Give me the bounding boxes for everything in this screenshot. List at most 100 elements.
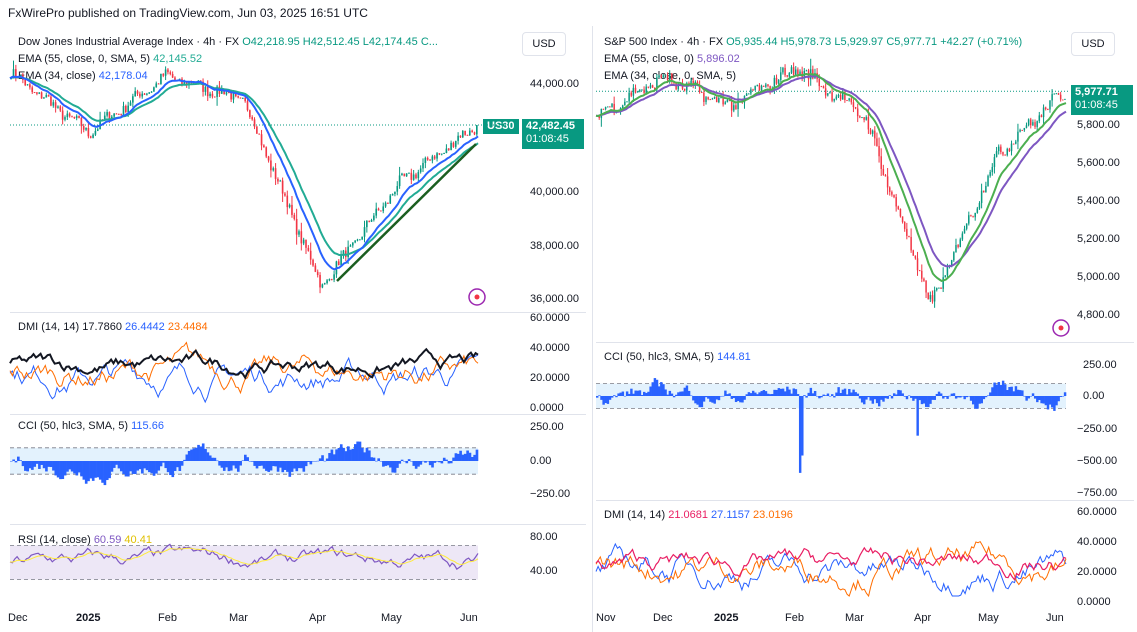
right-price-candle bbox=[630, 92, 632, 96]
left-price-candle bbox=[71, 116, 73, 118]
left-price-candle bbox=[281, 180, 284, 194]
right-cci-bar bbox=[826, 393, 830, 396]
right-price-candle bbox=[829, 92, 831, 94]
right-high: H5,978.73 bbox=[780, 36, 832, 48]
right-dmi-plus: 27.1157 bbox=[711, 509, 750, 521]
left-price-candle bbox=[370, 219, 373, 222]
left-cci-bar bbox=[201, 443, 205, 461]
left-x-tick: 2025 bbox=[76, 612, 101, 624]
right-price-candle bbox=[933, 290, 936, 302]
left-price-candle bbox=[279, 180, 282, 182]
right-cci-bar bbox=[805, 396, 808, 398]
left-price-tick: 38,000.00 bbox=[530, 240, 579, 252]
left-price-candle bbox=[237, 96, 239, 98]
right-cci-bar bbox=[939, 393, 943, 396]
left-price-candle bbox=[92, 134, 94, 138]
left-cci-bar bbox=[26, 461, 30, 472]
left-pane-divider bbox=[10, 414, 586, 415]
right-cci-bar bbox=[715, 396, 719, 400]
left-price-candle bbox=[64, 117, 66, 120]
right-x-tick: Apr bbox=[914, 612, 932, 624]
right-price-candle bbox=[600, 108, 603, 118]
right-price-candle bbox=[647, 86, 650, 88]
left-cci-tick: 0.00 bbox=[530, 455, 552, 467]
left-cci-bar bbox=[414, 461, 418, 469]
left-price-candle bbox=[263, 145, 265, 148]
left-price-candle bbox=[288, 204, 291, 208]
left-price-candle bbox=[333, 274, 335, 280]
left-cci-bar bbox=[339, 444, 343, 461]
left-price-candle bbox=[373, 215, 375, 220]
right-cci-bar bbox=[984, 396, 988, 398]
right-cci-bar bbox=[831, 394, 834, 396]
left-cci-bar bbox=[103, 461, 107, 486]
right-cci-bar bbox=[946, 396, 949, 399]
right-cci-bar bbox=[737, 396, 740, 401]
left-price-candle bbox=[157, 83, 160, 85]
left-cci-bar bbox=[358, 441, 362, 461]
right-cci-bar bbox=[766, 393, 770, 396]
right-price-candle bbox=[607, 106, 609, 108]
left-cci-bar bbox=[396, 461, 399, 468]
right-cci-bar bbox=[952, 393, 956, 396]
left-rsi-tick: 80.00 bbox=[530, 531, 558, 543]
right-currency-button[interactable]: USD bbox=[1071, 32, 1115, 56]
right-price-candle bbox=[906, 228, 908, 236]
right-price-candle bbox=[861, 117, 863, 119]
left-price-candle bbox=[113, 113, 115, 117]
left-cci-bar bbox=[309, 461, 313, 465]
left-cci-bar bbox=[239, 461, 242, 466]
right-price-candle bbox=[940, 287, 942, 289]
right-price-candle bbox=[987, 175, 989, 186]
left-dmi-minus-line bbox=[9, 341, 479, 395]
left-cci-bar bbox=[325, 458, 329, 461]
left-cci-bar bbox=[321, 455, 324, 461]
left-price-candle bbox=[293, 214, 296, 219]
left-dmi-legend: DMI (14, 14) 17.7860 26.4442 23.4484 bbox=[18, 321, 208, 333]
left-cci-bar bbox=[108, 461, 111, 479]
right-cci-bar bbox=[986, 395, 990, 396]
right-cci-bar bbox=[670, 393, 674, 396]
left-price-candle bbox=[436, 153, 438, 159]
left-price-candle bbox=[82, 126, 85, 130]
left-cci-tick: 250.00 bbox=[530, 421, 564, 433]
right-price-candle bbox=[767, 84, 769, 87]
left-price-candle bbox=[183, 81, 186, 85]
left-pane-divider bbox=[10, 524, 586, 525]
right-cci-tick: −750.00 bbox=[1077, 487, 1118, 499]
right-cci-bar bbox=[850, 392, 853, 396]
right-cci-bar bbox=[916, 396, 919, 436]
right-price-candle bbox=[921, 270, 923, 279]
right-price-candle bbox=[1008, 148, 1011, 152]
left-cci-bar bbox=[148, 461, 151, 473]
left-cci-bar bbox=[19, 460, 22, 461]
right-cci-bar bbox=[995, 384, 998, 396]
left-price-candle bbox=[366, 220, 368, 228]
left-cci-bar bbox=[119, 461, 123, 472]
left-cci-bar bbox=[91, 461, 95, 481]
right-price-candle bbox=[878, 146, 880, 157]
right-price-candle bbox=[671, 73, 673, 82]
left-cci-bar bbox=[382, 461, 385, 467]
left-price-candle bbox=[174, 77, 176, 80]
left-dmi-minus: 23.4484 bbox=[167, 321, 208, 333]
right-cci-bar bbox=[865, 396, 868, 400]
right-price-tick: 4,800.00 bbox=[1077, 309, 1120, 321]
left-price-candle bbox=[312, 259, 314, 266]
left-cci-bar bbox=[38, 461, 41, 469]
right-cci-bar bbox=[890, 396, 894, 399]
right-cci-bar bbox=[1029, 396, 1033, 397]
right-cci-bar bbox=[1006, 390, 1009, 396]
right-price-candle bbox=[820, 86, 823, 88]
right-last-price: 5,977.71 bbox=[1075, 86, 1118, 98]
right-cci-bar bbox=[1046, 396, 1050, 410]
right-price-candle bbox=[621, 105, 624, 108]
left-price-candle bbox=[132, 96, 134, 103]
left-cci-bar bbox=[265, 461, 268, 471]
left-currency-button[interactable]: USD bbox=[522, 32, 566, 56]
left-cci-bar bbox=[363, 452, 366, 461]
left-cci-bar bbox=[389, 461, 392, 468]
left-cci-bar bbox=[222, 461, 226, 471]
right-cci-bar bbox=[621, 391, 625, 396]
left-price-candle bbox=[164, 69, 167, 76]
